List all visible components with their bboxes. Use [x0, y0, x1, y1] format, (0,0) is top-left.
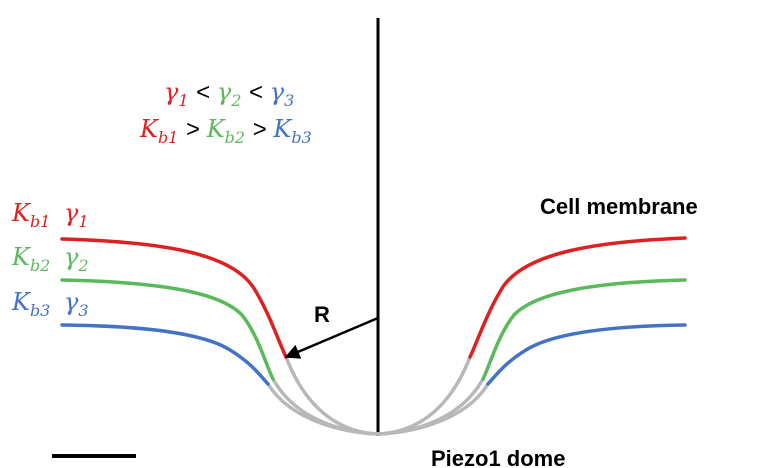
- curve-1-left: [60, 237, 288, 359]
- left-membrane-curves: [60, 237, 288, 386]
- curve-2-right: [481, 278, 687, 381]
- curve-3-left: [60, 323, 270, 386]
- radius-label: R: [314, 302, 330, 327]
- curve-1-right: [468, 236, 687, 359]
- curve-2-label: Kb2 γ2: [11, 243, 89, 277]
- curve-3-label: Kb3 γ3: [11, 288, 89, 322]
- radius-arrow: [284, 316, 379, 359]
- dome-arc-3: [266, 382, 490, 436]
- kb-ordering: Kb1 > Kb2 > Kb3: [139, 115, 312, 149]
- right-membrane-curves: [468, 236, 687, 386]
- curve-3-right: [486, 323, 687, 386]
- piezo-dome-shape: [266, 355, 490, 436]
- piezo-dome-label: Piezo1 dome: [431, 446, 565, 468]
- cell-membrane-label: Cell membrane: [540, 194, 698, 219]
- curve-1-label: Kb1 γ1: [11, 199, 89, 233]
- gamma-ordering: γ1 < γ2 < γ3: [164, 78, 294, 112]
- curve-2-left: [60, 278, 275, 381]
